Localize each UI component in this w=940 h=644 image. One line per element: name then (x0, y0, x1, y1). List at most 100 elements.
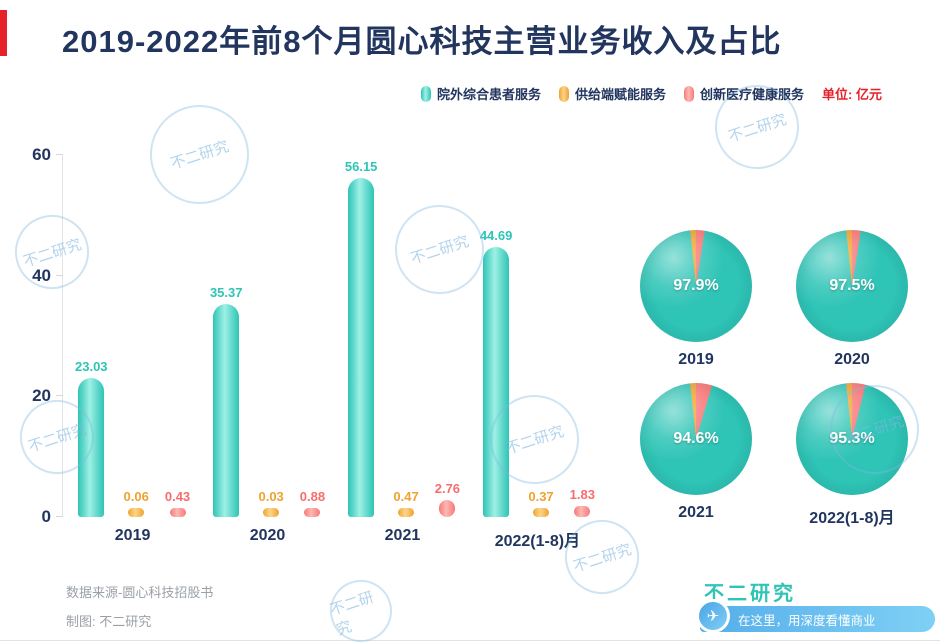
pie-year-label: 2019 (678, 351, 714, 368)
bar-with-label: 35.37 (209, 284, 243, 517)
pie-share-label: 97.9% (673, 277, 719, 294)
bar-segment (533, 508, 550, 517)
pie-share-label: 97.5% (829, 277, 875, 294)
x-axis-label: 2020 (249, 527, 286, 544)
legend-swatch-icon (684, 85, 695, 102)
bar-with-label: 0.37 (528, 489, 554, 517)
pie-gloss (640, 230, 752, 342)
pie-cell: 97.5% 2020 (774, 230, 930, 369)
bar-value-label: 0.06 (123, 489, 149, 504)
bar-with-label: 44.69 (479, 228, 513, 517)
y-tick-label: 20 (32, 386, 51, 406)
bar-value-label: 0.03 (258, 489, 284, 504)
chart-credit-note: 制图: 不二研究 (66, 614, 152, 629)
bar-value-label: 23.03 (75, 359, 108, 375)
legend-items: 院外综合患者服务 供给端赋能服务 创新医疗健康服务 (421, 84, 804, 103)
pie-cell: 94.6% 2021 (618, 383, 774, 528)
bar-value-label: 44.69 (479, 228, 513, 244)
legend-item-label: 创新医疗健康服务 (700, 87, 805, 102)
bar-segment (213, 303, 240, 517)
bar-segment (78, 378, 105, 517)
legend: 院外综合患者服务 供给端赋能服务 创新医疗健康服务 单位: 亿元 (421, 84, 882, 103)
bar-group: 56.15 0.47 2.76 2021 (345, 155, 460, 544)
bar-segment (439, 500, 456, 517)
pie-share-label: 95.3% (829, 430, 875, 447)
pie-chart: 97.9% (640, 230, 752, 342)
y-tick-mark (56, 274, 63, 276)
data-source-note: 数据来源-圆心科技招股书 (66, 585, 214, 600)
bar-value-label: 0.88 (299, 489, 326, 504)
legend-swatch-icon (559, 85, 570, 102)
bar-segment (483, 247, 510, 517)
bar-with-label: 0.47 (393, 489, 419, 517)
pie-chart: 97.5% (796, 230, 908, 342)
bar-with-label: 56.15 (344, 159, 378, 517)
bar-group: 23.03 0.06 0.43 2019 (75, 155, 190, 544)
paper-plane-icon: ✈ (696, 599, 730, 633)
bar-group: 35.37 0.03 0.88 2020 (210, 155, 325, 544)
y-tick-label: 0 (41, 507, 51, 526)
pie-grid: 97.9% 2019 97.5% 2020 94.6% 2021 95.3% 2022(1-8… (618, 230, 930, 528)
legend-swatch-icon (421, 85, 431, 102)
pie-share-label: 94.6% (673, 430, 719, 447)
bar-segment (263, 508, 280, 517)
bar-segment (128, 508, 145, 517)
pie-cell: 95.3% 2022(1-8)月 (774, 383, 930, 528)
x-axis-label: 2019 (114, 527, 151, 544)
legend-item: 创新医疗健康服务 (684, 84, 804, 103)
y-tick-mark (56, 516, 63, 517)
bar-with-label: 0.03 (258, 489, 284, 517)
bar-value-label: 0.43 (164, 489, 191, 504)
pie-gloss (796, 230, 908, 342)
pie-year-label: 2022(1-8)月 (809, 510, 895, 527)
bar-set: 35.37 0.03 0.88 (210, 285, 325, 517)
bar-segment (169, 508, 186, 517)
legend-item-label: 院外综合患者服务 (437, 87, 542, 102)
pie-gloss (640, 383, 752, 495)
bottom-divider (0, 640, 940, 641)
bar-group: 44.69 0.37 1.83 2022(1-8)月 (480, 155, 595, 550)
legend-item: 供给端赋能服务 (559, 84, 666, 103)
legend-item: 院外综合患者服务 (421, 84, 541, 103)
y-tick-mark (56, 154, 63, 155)
bar-with-label: 1.83 (570, 487, 595, 517)
pie-year-label: 2021 (678, 504, 714, 521)
bar-with-label: 0.06 (124, 489, 149, 517)
bar-set: 56.15 0.47 2.76 (345, 159, 460, 517)
bar-with-label: 0.43 (165, 489, 190, 517)
pie-chart: 94.6% (640, 383, 752, 495)
bar-segment (574, 505, 591, 517)
pie-cell: 97.9% 2019 (618, 230, 774, 369)
x-axis-label: 2022(1-8)月 (494, 533, 581, 550)
brand-slogan: 在这里，用深度看懂商业 (738, 613, 876, 628)
title-accent-bar (0, 10, 7, 56)
x-axis-label: 2021 (384, 527, 421, 544)
bar-set: 23.03 0.06 0.43 (75, 359, 190, 517)
bar-value-label: 2.76 (434, 481, 461, 497)
bar-value-label: 1.83 (569, 486, 595, 502)
bar-with-label: 23.03 (75, 359, 108, 517)
bar-segment (348, 178, 375, 517)
y-tick-label: 40 (32, 265, 51, 285)
pie-gloss (796, 383, 908, 495)
y-tick-label: 60 (32, 145, 51, 164)
bar-value-label: 35.37 (209, 284, 243, 300)
bar-set: 44.69 0.37 1.83 (480, 228, 595, 517)
y-tick-mark (56, 395, 63, 397)
pie-year-label: 2020 (834, 351, 870, 368)
brand-name: 不二研究 (704, 583, 796, 605)
bar-chart: 0 20 40 60 23.03 0.06 0.43 2019 35.37 0.03 0.88 20… (32, 145, 623, 550)
brand-banner: ✈ 在这里，用深度看懂商业 (696, 599, 935, 633)
pie-chart: 95.3% (796, 383, 908, 495)
bar-value-label: 0.47 (393, 489, 419, 504)
bar-value-label: 0.37 (528, 489, 554, 504)
bar-with-label: 0.88 (300, 489, 325, 517)
legend-item-label: 供给端赋能服务 (575, 87, 667, 102)
unit-label: 单位: 亿元 (822, 87, 882, 102)
bar-groups: 23.03 0.06 0.43 2019 35.37 0.03 0.88 2020 56.15 0… (63, 155, 623, 550)
bar-segment (398, 508, 415, 517)
bar-value-label: 56.15 (344, 159, 378, 175)
brand-watermark: 不二研究 (321, 571, 401, 644)
bar-segment (304, 508, 321, 517)
